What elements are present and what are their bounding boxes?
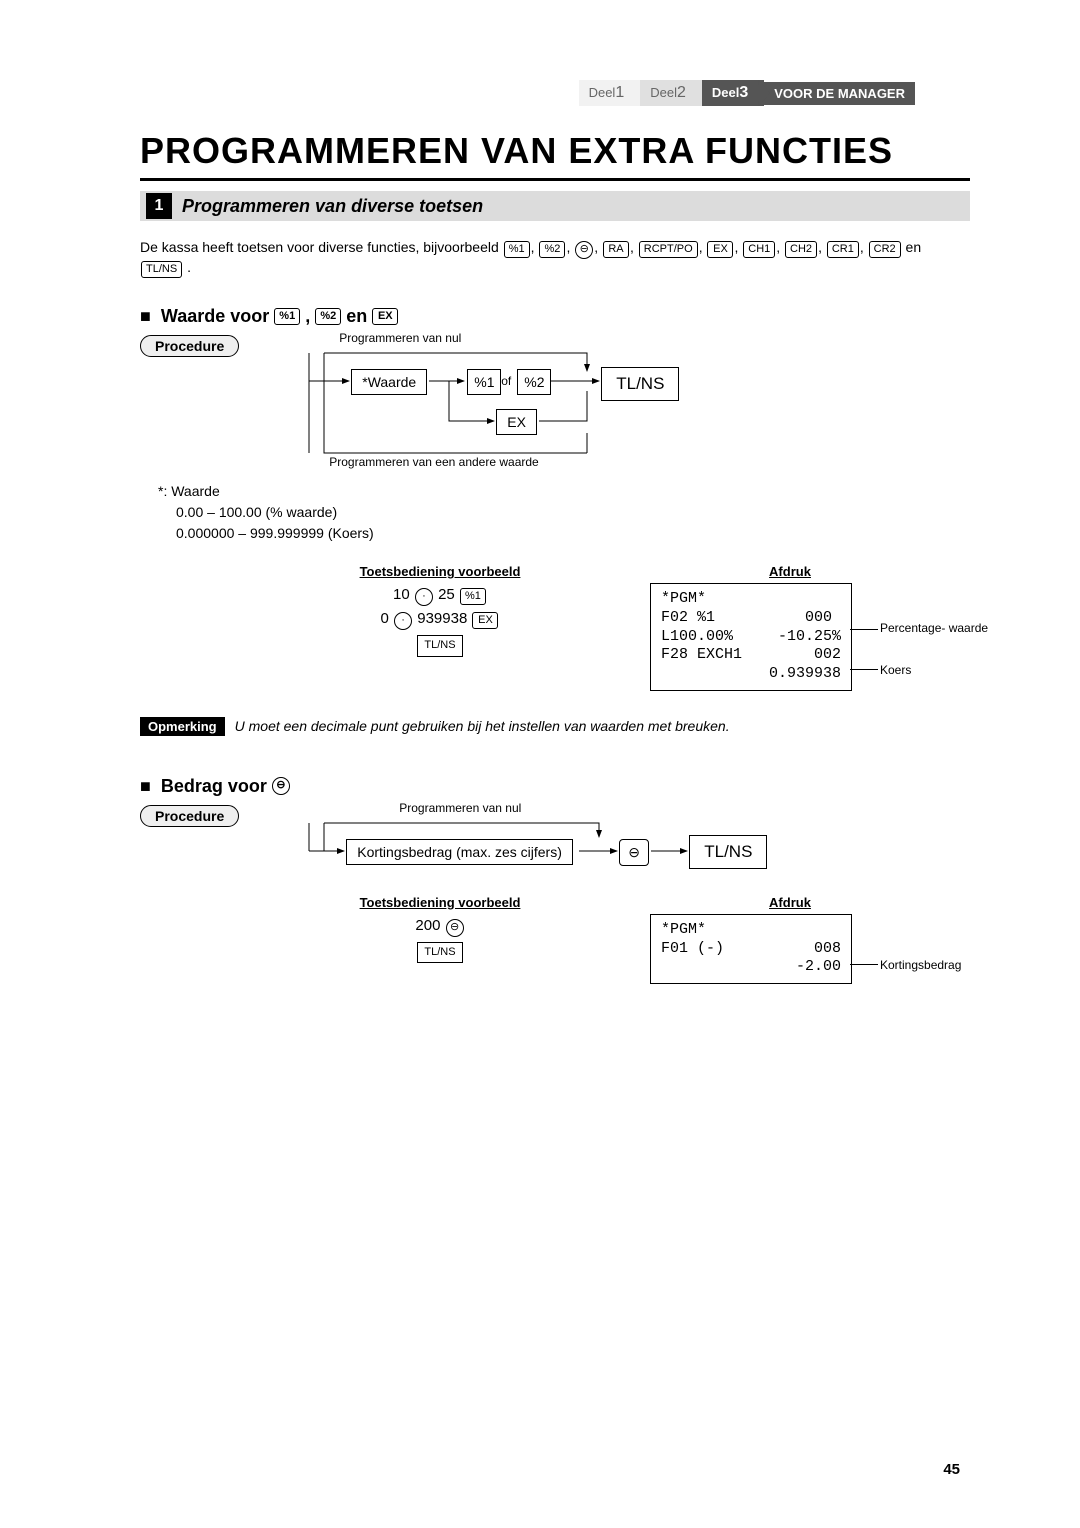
flow-box-waarde: *Waarde bbox=[351, 369, 427, 395]
subheading-waarde: ■ Waarde voor %1 , %2 en EX bbox=[140, 306, 970, 327]
key-ra: RA bbox=[603, 241, 629, 258]
value-range: *: Waarde 0.00 – 100.00 (% waarde) 0.000… bbox=[158, 481, 970, 544]
flow-diagram-1: *Waarde %1 of %2 EX TL/NS Programmeren v… bbox=[289, 341, 970, 481]
key-ch2: CH2 bbox=[785, 241, 817, 258]
key-tlns: TL/NS bbox=[141, 261, 182, 278]
key-ch1: CH1 bbox=[743, 241, 775, 258]
key-p1: %1 bbox=[504, 241, 530, 258]
tab-deel2: Deel2 bbox=[640, 80, 702, 106]
flow2-box-amount: Kortingsbedrag (max. zes cijfers) bbox=[346, 839, 573, 865]
key-sequence-1: 10 · 25 %1 0 · 939938 EX TL/NS bbox=[230, 583, 650, 657]
procedure-badge: Procedure bbox=[140, 335, 239, 357]
intro-text: De kassa heeft toetsen voor diverse func… bbox=[140, 239, 970, 278]
breadcrumb: Deel1 Deel2 Deel3 VOOR DE MANAGER bbox=[579, 80, 915, 106]
bullet-icon: ■ bbox=[140, 306, 151, 327]
tab-deel3-label: VOOR DE MANAGER bbox=[764, 82, 915, 105]
key-p2-h: %2 bbox=[315, 308, 341, 325]
key-sequence-2: 200 ⊖ TL/NS bbox=[230, 914, 650, 964]
key-p1-ex: %1 bbox=[460, 588, 486, 605]
key-minus: ⊖ bbox=[575, 241, 593, 259]
note-badge: Opmerking bbox=[140, 717, 225, 736]
procedure-badge-2: Procedure bbox=[140, 805, 239, 827]
header-keys-example-2: Toetsbediening voorbeeld bbox=[230, 895, 650, 910]
key-dot: · bbox=[415, 588, 433, 606]
note-text: U moet een decimale punt gebruiken bij h… bbox=[235, 718, 730, 734]
tab-deel3: Deel3 bbox=[702, 80, 764, 106]
key-rcptpo: RCPT/PO bbox=[639, 241, 698, 258]
annot-koers: Koers bbox=[880, 663, 911, 677]
receipt-1: *PGM* F02 %1 000 L100.00% -10.25% F28 EX… bbox=[650, 583, 852, 691]
flow2-box-minus: ⊖ bbox=[619, 839, 649, 866]
subheading-bedrag: ■ Bedrag voor ⊖ bbox=[140, 776, 970, 797]
page-title: PROGRAMMEREN VAN EXTRA FUNCTIES bbox=[140, 130, 970, 181]
annot-percentage: Percentage- waarde bbox=[880, 621, 988, 635]
flow-box-p2: %2 bbox=[517, 369, 551, 395]
header-printout-2: Afdruk bbox=[650, 895, 930, 910]
key-tlns-ex2: TL/NS bbox=[417, 942, 462, 964]
flow-bottom-label: Programmeren van een andere waarde bbox=[329, 455, 538, 469]
annot-korting: Kortingsbedrag bbox=[880, 958, 961, 972]
receipt-2: *PGM* F01 (-) 008 -2.00 bbox=[650, 914, 852, 984]
key-ex-ex: EX bbox=[472, 612, 498, 629]
flow-box-tlns: TL/NS bbox=[601, 367, 679, 401]
flow-diagram-2: Kortingsbedrag (max. zes cijfers) ⊖ TL/N… bbox=[289, 811, 970, 881]
flow-box-ex: EX bbox=[496, 409, 537, 435]
flow-box-p1: %1 bbox=[467, 369, 501, 395]
key-ex-h: EX bbox=[372, 308, 398, 325]
key-cr1: CR1 bbox=[827, 241, 859, 258]
key-dot2: · bbox=[394, 612, 412, 630]
page-number: 45 bbox=[943, 1461, 960, 1478]
header-keys-example: Toetsbediening voorbeeld bbox=[230, 564, 650, 579]
key-tlns-ex: TL/NS bbox=[417, 635, 462, 657]
section-header: 1 Programmeren van diverse toetsen bbox=[140, 191, 970, 221]
flow2-box-tlns: TL/NS bbox=[689, 835, 767, 869]
section-number: 1 bbox=[146, 193, 172, 219]
bullet-icon-2: ■ bbox=[140, 776, 151, 797]
section-title: Programmeren van diverse toetsen bbox=[182, 196, 483, 217]
tab-deel1: Deel1 bbox=[579, 80, 641, 106]
key-minus-ex: ⊖ bbox=[446, 919, 464, 937]
key-minus-h: ⊖ bbox=[272, 777, 290, 795]
flow-of: of bbox=[501, 374, 511, 388]
key-p2: %2 bbox=[539, 241, 565, 258]
key-ex: EX bbox=[707, 241, 733, 258]
header-printout: Afdruk bbox=[650, 564, 930, 579]
key-p1-h: %1 bbox=[274, 308, 300, 325]
key-cr2: CR2 bbox=[869, 241, 901, 258]
